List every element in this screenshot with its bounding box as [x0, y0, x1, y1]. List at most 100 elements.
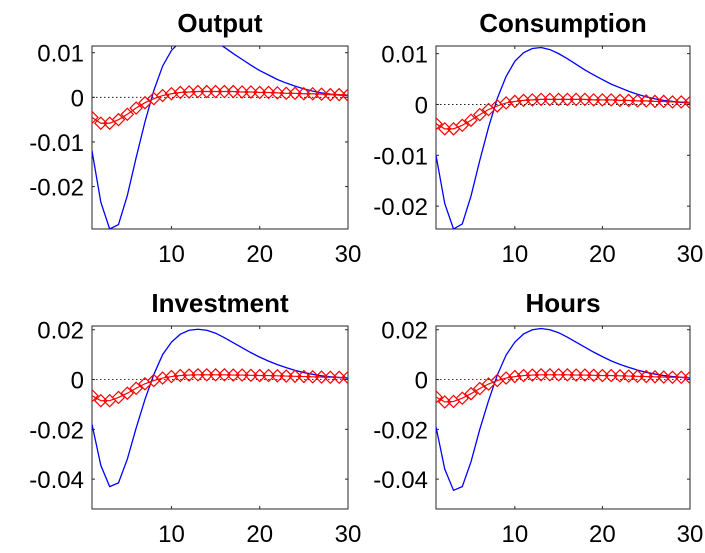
plot-area	[92, 328, 348, 488]
y-tick-label: -0.02	[29, 175, 84, 202]
axes-box	[435, 325, 691, 510]
series-line-solid	[92, 328, 348, 488]
diamond-marker	[111, 112, 126, 127]
diamond-marker	[578, 92, 592, 107]
chart-panel-2: Investment 10 20 30 0.02 0 -0.02 -0.04	[29, 288, 361, 548]
diamond-marker	[648, 369, 662, 384]
diamond-marker	[288, 369, 302, 384]
diamond-marker	[92, 110, 99, 125]
series-line-diamond	[92, 374, 348, 402]
chart-title: Investment	[151, 288, 289, 318]
diamond-marker	[472, 107, 487, 122]
y-tick-label: -0.01	[29, 130, 84, 157]
diamond-marker	[560, 367, 575, 382]
diamond-marker	[129, 381, 143, 396]
y-tick-label: -0.02	[373, 194, 428, 221]
series-line-diamond	[92, 90, 348, 124]
diamond-marker	[586, 368, 601, 383]
x-tick-label: 20	[246, 241, 273, 268]
chart-panel-3: Hours 10 20 30 0.02 0 -0.02 -0.04	[373, 288, 703, 548]
diamond-marker	[244, 85, 258, 99]
x-tick-label: 30	[677, 521, 704, 548]
diamond-marker	[613, 368, 627, 383]
y-tick-label: 0.01	[381, 42, 428, 69]
diamond-marker	[332, 87, 347, 102]
diamond-marker	[332, 370, 347, 385]
diamond-marker	[674, 95, 689, 109]
y-tick-label: -0.02	[373, 417, 428, 444]
diamond-marker	[455, 391, 470, 406]
diamond-marker	[674, 370, 689, 385]
diamond-marker	[436, 390, 443, 404]
diamond-marker	[630, 369, 645, 384]
diamond-marker	[305, 369, 320, 384]
x-tick-label: 30	[335, 521, 362, 548]
series-line-solid	[436, 327, 690, 492]
y-tick-label: -0.02	[29, 417, 84, 444]
y-tick-label: -0.01	[373, 143, 428, 170]
diamond-marker	[656, 370, 671, 384]
y-tick-label: 0	[415, 92, 428, 119]
diamond-marker	[314, 370, 329, 384]
y-tick-label: 0	[71, 85, 84, 112]
x-tick-label: 20	[246, 521, 273, 548]
axes-box	[435, 45, 691, 230]
diamond-marker	[226, 84, 241, 99]
diamond-marker	[288, 86, 302, 101]
diamond-marker	[578, 368, 592, 382]
diamond-marker	[472, 381, 487, 396]
diamond-marker	[621, 369, 636, 383]
x-tick-label: 10	[158, 241, 185, 268]
diamond-marker	[314, 87, 329, 102]
chart-panel-1: Consumption 10 20 30 0.01 0 -0.01 -0.02	[373, 8, 703, 268]
diamond-marker	[297, 369, 311, 384]
x-tick-label: 30	[335, 241, 362, 268]
plot-area	[436, 327, 690, 492]
chart-panel-0: Output 10 20 30 0.01 0 -0.01 -0.02	[29, 8, 361, 268]
x-tick-label: 20	[589, 521, 616, 548]
diamond-marker	[683, 370, 690, 385]
diamond-marker	[639, 369, 654, 384]
y-tick-label: 0.02	[381, 318, 428, 345]
chart-title: Output	[177, 8, 263, 38]
diamond-marker	[683, 95, 690, 110]
diamond-marker	[436, 116, 443, 131]
diamond-marker	[621, 93, 636, 108]
diamond-marker	[235, 368, 249, 382]
diamond-marker	[270, 86, 285, 100]
y-tick-label: 0	[415, 368, 428, 395]
series-line-solid	[436, 46, 690, 229]
diamond-marker	[464, 386, 478, 401]
plot-area	[436, 46, 690, 229]
diamond-marker	[604, 368, 619, 383]
diamond-marker	[341, 370, 348, 385]
diamond-marker	[111, 390, 126, 405]
diamond-marker	[217, 367, 232, 382]
diamond-marker	[120, 386, 135, 401]
diamond-marker	[129, 101, 143, 115]
diamond-marker	[305, 86, 320, 101]
y-tick-label: 0	[71, 368, 84, 395]
diamond-marker	[279, 369, 294, 383]
diamond-marker	[656, 94, 671, 109]
chart-title: Consumption	[479, 8, 647, 38]
x-tick-label: 10	[158, 521, 185, 548]
diamond-marker	[244, 368, 258, 383]
diamond-marker	[639, 94, 654, 108]
diamond-marker	[155, 88, 170, 103]
series-line-diamond	[436, 98, 690, 130]
axes-box	[91, 45, 349, 230]
plot-area	[92, 46, 348, 229]
diamond-marker	[464, 113, 478, 128]
diamond-marker	[261, 85, 276, 100]
y-tick-label: -0.04	[29, 467, 84, 494]
diamond-marker	[270, 368, 285, 383]
y-tick-label: -0.04	[373, 467, 428, 494]
x-tick-label: 10	[501, 241, 528, 268]
series-line-diamond	[436, 374, 690, 403]
diamond-marker	[261, 368, 276, 383]
x-tick-label: 30	[677, 241, 704, 268]
x-tick-label: 10	[501, 521, 528, 548]
y-tick-label: 0.01	[37, 41, 84, 68]
